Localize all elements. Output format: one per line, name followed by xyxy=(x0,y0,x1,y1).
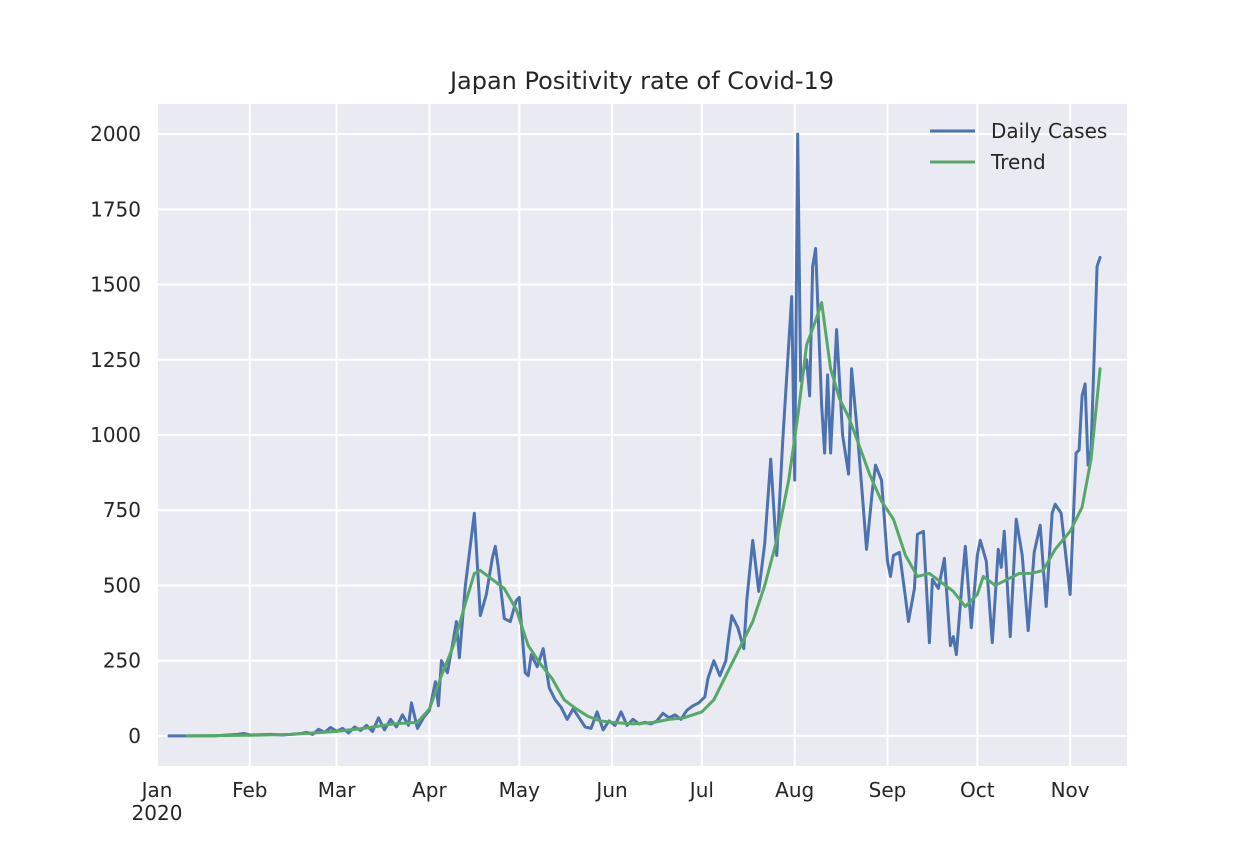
x-tick-label: Aug xyxy=(775,778,814,802)
legend-label-daily-cases: Daily Cases xyxy=(991,119,1107,143)
x-tick-label: Jul xyxy=(688,778,714,802)
grid xyxy=(156,104,1127,766)
x-tick-label: Oct xyxy=(960,778,995,802)
y-tick-label: 1750 xyxy=(90,197,141,221)
y-tick-label: 500 xyxy=(103,573,141,597)
x-tick-label: Jan xyxy=(140,778,173,802)
x-tick-label: Nov xyxy=(1051,778,1090,802)
y-tick-label: 750 xyxy=(103,498,141,522)
x-tick-label: Sep xyxy=(869,778,907,802)
x-tick-sublabel: 2020 xyxy=(132,801,183,825)
x-tick-label: Jun xyxy=(594,778,627,802)
y-tick-label: 250 xyxy=(103,649,141,673)
x-tick-label: Feb xyxy=(232,778,267,802)
x-tick-label: Apr xyxy=(412,778,447,802)
y-tick-label: 1000 xyxy=(90,423,141,447)
y-tick-label: 1250 xyxy=(90,348,141,372)
series-line-daily-cases xyxy=(167,132,1102,738)
chart-title: Japan Positivity rate of Covid-19 xyxy=(448,67,834,95)
y-tick-label: 2000 xyxy=(90,122,141,146)
x-tick-label: May xyxy=(499,778,541,802)
legend-label-trend: Trend xyxy=(990,150,1046,174)
legend: Daily Cases Trend xyxy=(930,119,1107,174)
series-lines xyxy=(167,132,1102,738)
y-axis-tick-labels: 0 250 500 750 1000 1250 1500 1750 2000 xyxy=(90,122,141,748)
y-tick-label: 1500 xyxy=(90,273,141,297)
y-tick-label: 0 xyxy=(128,724,141,748)
x-tick-label: Mar xyxy=(318,778,357,802)
series-line-trend xyxy=(185,301,1102,738)
